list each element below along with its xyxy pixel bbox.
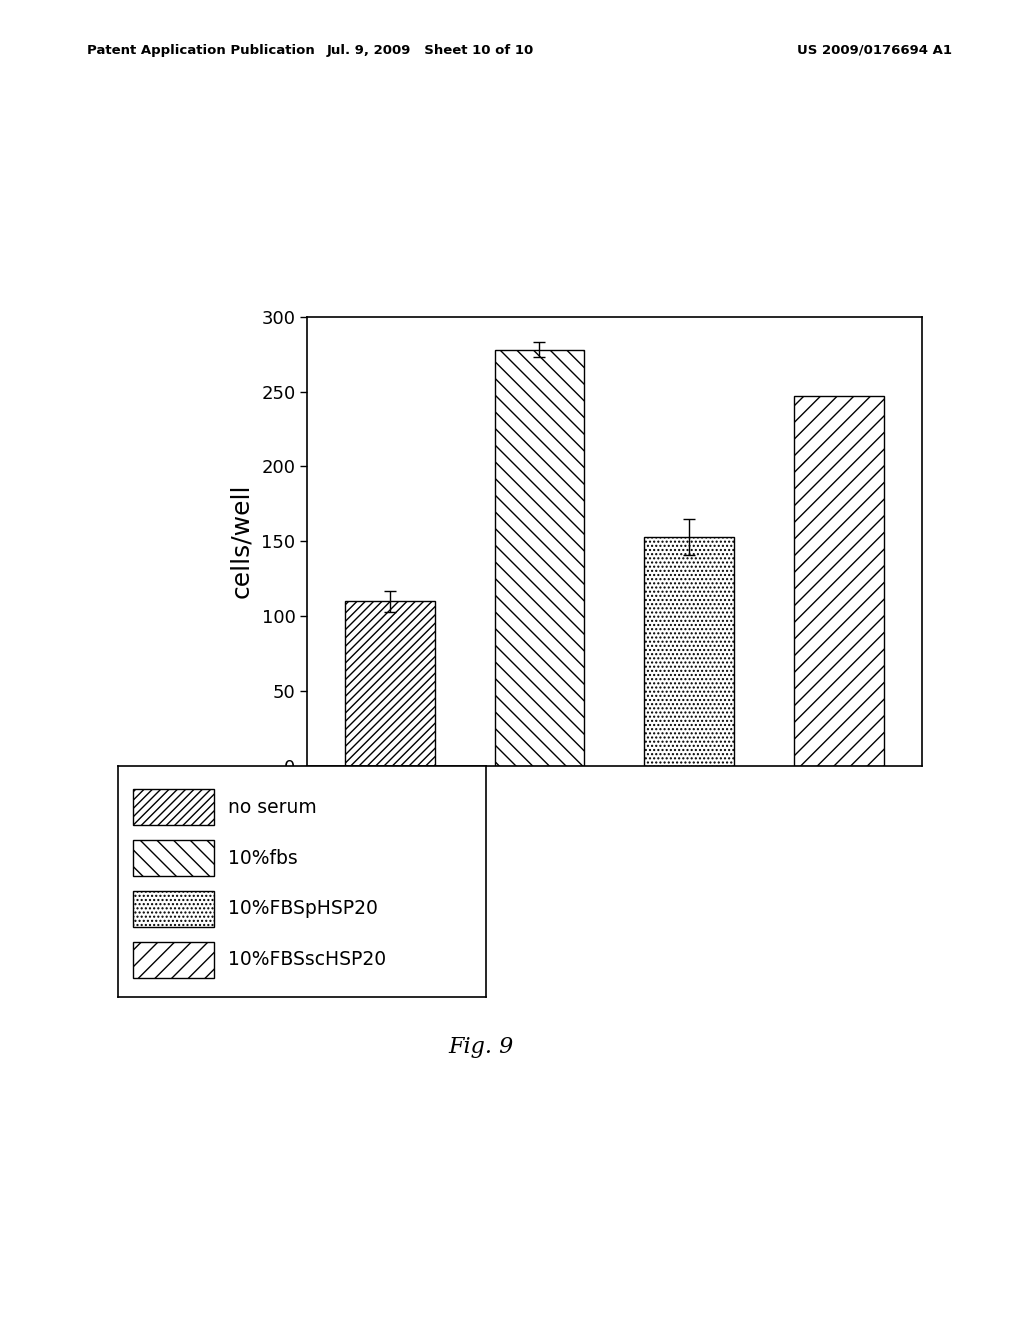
Y-axis label: cells/well: cells/well [228, 484, 253, 598]
Text: 10%FBSscHSP20: 10%FBSscHSP20 [228, 950, 386, 969]
Bar [345, 601, 434, 766]
Text: 10%fbs: 10%fbs [228, 849, 298, 867]
Bar [644, 537, 734, 766]
Bar [132, 789, 214, 825]
Text: no serum: no serum [228, 797, 317, 817]
Text: Patent Application Publication: Patent Application Publication [87, 44, 314, 57]
Text: Fig. 9: Fig. 9 [449, 1036, 514, 1059]
Bar [795, 396, 884, 766]
Text: US 2009/0176694 A1: US 2009/0176694 A1 [798, 44, 952, 57]
Bar [132, 840, 214, 876]
Bar [132, 941, 214, 978]
Bar [132, 891, 214, 927]
Text: Jul. 9, 2009   Sheet 10 of 10: Jul. 9, 2009 Sheet 10 of 10 [327, 44, 534, 57]
Bar [495, 350, 585, 766]
Text: 10%FBSpHSP20: 10%FBSpHSP20 [228, 899, 378, 919]
